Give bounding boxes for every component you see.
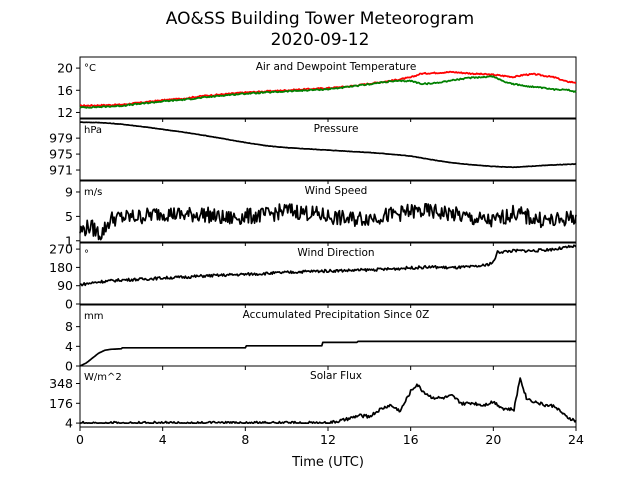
y-tick-label: 176 (49, 396, 73, 411)
x-axis: 0 4 8 12 16 20 24 (76, 432, 584, 447)
x-tick-label: 0 (76, 432, 84, 447)
y-tick-label: 90 (57, 278, 73, 293)
panel-2: 1 5 9 m/s Wind Speed (65, 180, 577, 248)
series-line-5-0 (79, 377, 577, 425)
y-tick-label: 5 (65, 209, 73, 224)
panel-title: Wind Direction (297, 247, 374, 259)
y-tick-label: 20 (57, 61, 73, 76)
panel-unit: W/m^2 (84, 372, 122, 383)
panel-title: Wind Speed (305, 185, 368, 197)
y-tick-label: 1 (65, 233, 73, 248)
series-line-0-0 (79, 70, 576, 108)
panel-3: 0 90 180 270 ° Wind Direction (49, 242, 577, 312)
y-tick-label: 4 (65, 339, 73, 354)
x-tick-label: 12 (320, 432, 336, 447)
y-tick-label: 270 (49, 242, 73, 257)
x-tick-label: 4 (159, 432, 167, 447)
panel-unit: hPa (84, 125, 102, 136)
panel-unit: m/s (84, 187, 102, 198)
y-tick-label: 8 (65, 319, 73, 334)
y-tick-label: 971 (49, 163, 73, 178)
figure-title: AO&SS Building Tower Meteorogram (166, 9, 474, 29)
panel-title: Solar Flux (310, 370, 362, 382)
y-tick-label: 0 (65, 359, 73, 374)
series-line-2-0 (79, 202, 577, 241)
y-tick-label: 4 (65, 416, 73, 431)
y-tick-label: 16 (57, 83, 73, 98)
panel-title: Pressure (314, 123, 359, 135)
x-tick-label: 20 (485, 432, 501, 447)
y-tick-label: 348 (49, 376, 73, 391)
x-tick-label: 16 (403, 432, 419, 447)
series-line-0-1 (79, 75, 577, 109)
series-line-1-0 (79, 121, 577, 169)
panel-title: Air and Dewpoint Temperature (256, 61, 417, 73)
y-tick-label: 180 (49, 260, 73, 275)
x-tick-label: 24 (568, 432, 584, 447)
panel-unit: ° (84, 249, 89, 260)
y-tick-label: 979 (49, 131, 73, 146)
y-tick-label: 12 (57, 105, 73, 120)
series-line-3-0 (79, 244, 577, 287)
panel-unit: °C (84, 63, 96, 74)
y-tick-label: 9 (65, 184, 73, 199)
panel-0: 12 16 20 °C Air and Dewpoint Temperature (57, 56, 577, 122)
panel-title: Accumulated Precipitation Since 0Z (243, 309, 430, 321)
series-line-4-0 (79, 340, 576, 367)
panel-unit: mm (84, 311, 103, 322)
x-tick-label: 8 (241, 432, 249, 447)
figure-subtitle: 2020-09-12 (271, 30, 370, 50)
panel-4: 0 4 8 mm Accumulated Precipitation Since 0Z (65, 304, 577, 374)
y-tick-label: 0 (65, 297, 73, 312)
y-tick-label: 975 (49, 147, 73, 162)
panel-5: 4 176 348 W/m^2 Solar Flux (49, 365, 577, 431)
x-axis-label: Time (UTC) (291, 455, 364, 470)
